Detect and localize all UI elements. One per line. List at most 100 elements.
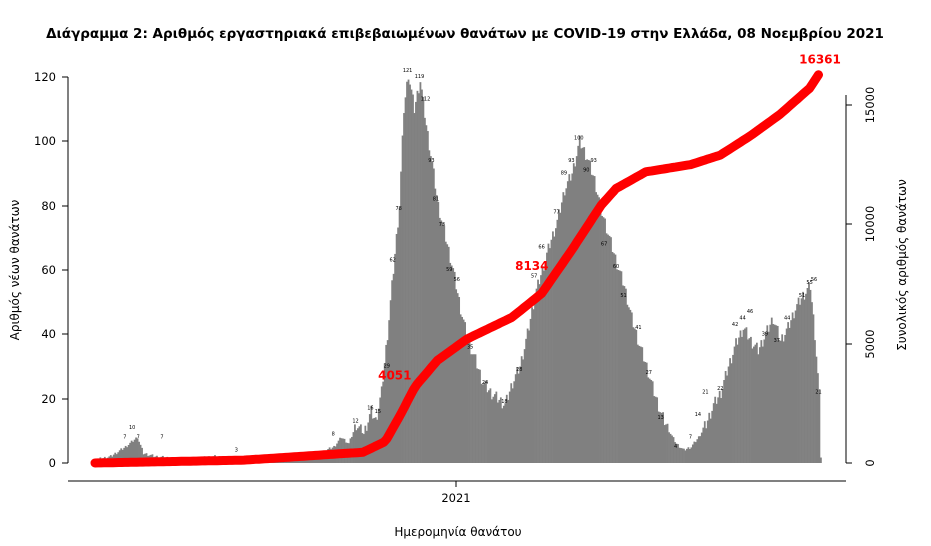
bar bbox=[571, 173, 574, 463]
bar bbox=[636, 344, 639, 463]
bar bbox=[580, 148, 583, 463]
bar bbox=[657, 411, 660, 463]
bar bbox=[665, 424, 667, 463]
bar bbox=[507, 399, 510, 463]
bar-value-label: 78 bbox=[396, 206, 402, 212]
bar-value-label: 44 bbox=[739, 316, 745, 322]
bar-value-label: 56 bbox=[811, 277, 817, 283]
bar bbox=[629, 309, 632, 463]
bar bbox=[486, 392, 489, 463]
bar bbox=[674, 442, 676, 463]
bar bbox=[391, 280, 394, 463]
bar bbox=[440, 220, 443, 463]
bar bbox=[797, 297, 800, 463]
bar bbox=[760, 340, 763, 463]
bar bbox=[738, 337, 740, 463]
bar bbox=[508, 391, 511, 463]
bar bbox=[706, 420, 709, 463]
bar-value-label: 3 bbox=[235, 447, 238, 453]
bar bbox=[468, 340, 471, 463]
bar bbox=[758, 347, 761, 463]
bar bbox=[675, 443, 678, 463]
bar bbox=[532, 309, 535, 463]
bar bbox=[800, 298, 803, 463]
bar bbox=[781, 334, 784, 463]
bar bbox=[130, 440, 133, 463]
bar bbox=[383, 363, 386, 463]
bar bbox=[796, 304, 798, 463]
bar bbox=[482, 384, 484, 463]
bar bbox=[496, 402, 499, 463]
bar bbox=[127, 444, 130, 463]
bar bbox=[477, 369, 480, 463]
bar bbox=[607, 234, 609, 463]
bar bbox=[691, 444, 694, 463]
bar bbox=[568, 174, 571, 463]
bar bbox=[791, 312, 794, 463]
bar bbox=[407, 79, 410, 463]
bar-value-label: 12 bbox=[352, 418, 358, 424]
bar bbox=[380, 386, 383, 463]
y-tick-label: 0 bbox=[49, 456, 56, 470]
bar bbox=[776, 325, 779, 463]
y2-tick-label: 5000 bbox=[863, 329, 877, 358]
bar bbox=[678, 447, 681, 463]
y-tick-label: 100 bbox=[34, 134, 56, 148]
bar bbox=[750, 336, 752, 463]
bar bbox=[429, 156, 432, 463]
bar bbox=[666, 423, 669, 463]
bar bbox=[772, 324, 775, 463]
bar bbox=[523, 349, 526, 463]
bar bbox=[541, 266, 544, 463]
bar bbox=[763, 339, 766, 463]
bar bbox=[505, 394, 508, 463]
bar-value-label: 73 bbox=[439, 222, 445, 228]
bar bbox=[815, 356, 818, 463]
bar bbox=[555, 228, 557, 463]
bar-value-label: 93 bbox=[428, 158, 434, 164]
bar bbox=[753, 346, 755, 463]
bar-value-label: 27 bbox=[646, 370, 652, 376]
bar bbox=[394, 253, 397, 463]
bar-value-label: 42 bbox=[732, 322, 738, 328]
bar bbox=[624, 288, 627, 463]
bar bbox=[474, 354, 477, 463]
x-axis: 2021 bbox=[68, 480, 846, 505]
bar bbox=[700, 432, 703, 463]
bar bbox=[535, 288, 538, 463]
bar bbox=[141, 447, 143, 463]
bar-value-label: 89 bbox=[561, 171, 567, 177]
bar bbox=[552, 231, 554, 463]
bar bbox=[787, 322, 790, 463]
bar bbox=[627, 307, 630, 463]
bar bbox=[432, 168, 435, 463]
bar bbox=[559, 212, 562, 463]
bar bbox=[550, 239, 553, 463]
bar bbox=[802, 291, 804, 463]
y-axis-label-right: Συνολικός αριθμός θανάτων bbox=[895, 179, 909, 351]
bar bbox=[488, 390, 490, 463]
bar bbox=[480, 383, 483, 463]
bar bbox=[415, 101, 417, 464]
bar bbox=[389, 300, 392, 463]
bar bbox=[604, 218, 606, 463]
bar bbox=[520, 356, 523, 463]
bar bbox=[583, 147, 586, 463]
bar bbox=[566, 181, 569, 463]
bar bbox=[650, 380, 653, 463]
bar bbox=[717, 397, 720, 463]
bar bbox=[483, 382, 486, 463]
bar-value-label: 51 bbox=[620, 293, 626, 299]
bar bbox=[492, 396, 495, 463]
cumulative-line bbox=[90, 70, 823, 468]
bar bbox=[459, 314, 462, 463]
bar-value-label: 7 bbox=[137, 435, 140, 441]
bar bbox=[681, 448, 684, 463]
bar bbox=[117, 452, 120, 463]
bar bbox=[522, 359, 525, 463]
bar bbox=[653, 396, 656, 463]
x-axis-label: Ημερομηνία θανάτου bbox=[394, 525, 521, 539]
bar bbox=[748, 338, 751, 463]
bar bbox=[435, 195, 438, 463]
bar bbox=[124, 445, 127, 463]
